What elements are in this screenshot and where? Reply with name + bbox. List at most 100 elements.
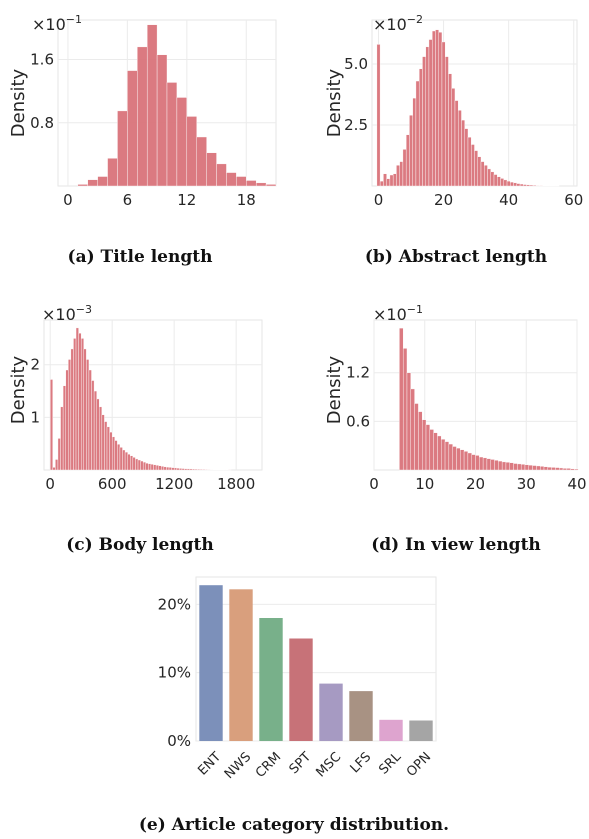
abstract-histogram-bar: [376, 44, 381, 187]
body-histogram-bar: [158, 465, 162, 471]
title-y-axis-label: Density: [8, 68, 29, 137]
inview-histogram-bar: [547, 466, 552, 471]
body-histogram-bar: [130, 455, 134, 471]
abstract-histogram-bar: [454, 100, 459, 187]
body-histogram-bar: [101, 414, 105, 471]
abstract-histogram-bar: [438, 32, 443, 187]
body-histogram-bar: [83, 348, 87, 471]
body-histogram-bar: [168, 467, 172, 471]
abstract-histogram-bar: [451, 88, 456, 187]
abstract-histogram-bar: [422, 56, 426, 187]
abstract-histogram-bar: [441, 41, 446, 187]
body-histogram-bar: [148, 463, 152, 471]
abstract-histogram-bar: [523, 184, 527, 187]
category-bar-ent: [199, 585, 223, 741]
category-bar-msc: [319, 683, 343, 741]
inview-histogram-bar: [543, 466, 549, 471]
title-histogram-bar: [236, 176, 247, 187]
body-y-axis-label: Density: [8, 355, 29, 424]
body-histogram-bar: [202, 469, 206, 471]
body-histogram-bar: [93, 390, 97, 471]
category-bar-crm: [259, 618, 283, 741]
body-histogram-bar: [109, 431, 113, 471]
title-histogram-bar: [265, 184, 277, 187]
body-histogram-bar: [189, 468, 193, 471]
body-histogram-bar: [166, 466, 170, 471]
inview-x-tick-label: 0: [369, 475, 379, 493]
body-histogram-bar: [114, 440, 118, 471]
body-x-tick-label: 600: [98, 475, 127, 493]
title-histogram-bar: [186, 116, 197, 187]
inview-histogram-bar: [559, 467, 564, 471]
abstract-histogram-bar: [510, 181, 514, 187]
body-x-tick-label: 0: [45, 475, 55, 493]
body-histogram-bar: [171, 467, 175, 471]
inview-histogram-bar: [471, 454, 476, 471]
inview-histogram-bar: [441, 438, 446, 471]
title-histogram-bar: [117, 110, 128, 187]
body-histogram-bar: [163, 466, 167, 471]
inview-scale-multiplier: ×10−1: [373, 303, 423, 324]
abstract-histogram-bar: [516, 183, 521, 187]
abstract-histogram-bar: [490, 171, 495, 187]
body-histogram-bar: [140, 460, 144, 471]
abstract-histogram-bar: [396, 165, 400, 187]
body-histogram-bar: [62, 385, 66, 471]
inview-histogram-bar: [540, 466, 545, 471]
category-y-tick-label: 10%: [158, 664, 191, 682]
abstract-histogram-bar: [435, 29, 439, 187]
body-histogram-bar: [161, 466, 165, 471]
category-x-tick-label: LFS: [348, 750, 375, 777]
inview-histogram-bar: [509, 462, 514, 471]
inview-histogram-bar: [406, 372, 411, 471]
inview-histogram-bar: [494, 460, 499, 471]
body-histogram-bar: [184, 468, 188, 471]
abstract-bars: [376, 29, 560, 187]
body-histogram-bar: [78, 332, 82, 471]
body-histogram-bar: [153, 464, 157, 471]
inview-histogram-bar: [517, 463, 522, 471]
body-histogram-bar: [68, 359, 72, 471]
body-histogram-bar: [181, 468, 185, 471]
inview-histogram-bar: [460, 449, 465, 471]
abstract-y-axis-label: Density: [324, 68, 345, 137]
body-histogram-bar: [186, 468, 190, 471]
abstract-histogram-bar: [402, 149, 407, 187]
body-histogram-bar: [127, 454, 131, 471]
body-histogram-bar: [176, 467, 180, 471]
inview-histogram-bar: [520, 464, 526, 471]
body-histogram-bar: [55, 459, 59, 471]
inview-histogram-bar: [475, 455, 480, 471]
body-histogram-bar: [135, 458, 139, 471]
caption-body-length: (c) Body length: [66, 535, 213, 555]
abstract-histogram-bar: [425, 46, 430, 187]
inview-y-tick-label: 1.2: [346, 364, 370, 382]
inview-histogram-bar: [486, 458, 491, 471]
body-histogram-bar: [70, 348, 74, 471]
inview-histogram-bar: [425, 424, 431, 471]
category-x-tick-label: MSC: [313, 750, 344, 781]
body-histogram-bar: [106, 426, 110, 471]
category-x-tick-label: CRM: [253, 750, 284, 781]
body-histogram-bar: [52, 467, 56, 471]
inview-histogram-bar: [505, 462, 510, 471]
title-x-tick-label: 6: [123, 191, 133, 209]
title-x-tick-label: 12: [177, 191, 196, 209]
body-histogram-bar: [173, 467, 177, 471]
inview-histogram-bar: [570, 468, 575, 471]
body-histogram-bar: [194, 468, 198, 471]
body-histogram-bar: [137, 459, 141, 471]
title-histogram-bar: [137, 46, 148, 187]
title-histogram-bar: [255, 182, 267, 187]
body-histogram-bar: [142, 461, 146, 471]
title-histogram-bar: [87, 179, 98, 187]
category-bar-nws: [229, 589, 253, 741]
abstract-histogram-bar: [383, 173, 387, 187]
abstract-y-tick-label: 2.5: [344, 116, 368, 134]
abstract-histogram-bar: [389, 174, 394, 187]
inview-y-tick-label: 0.6: [346, 412, 370, 430]
body-histogram-bar: [197, 469, 201, 471]
abstract-histogram-bar: [484, 165, 488, 187]
abstract-histogram-bar: [415, 80, 420, 187]
body-histogram-bar: [50, 379, 53, 471]
